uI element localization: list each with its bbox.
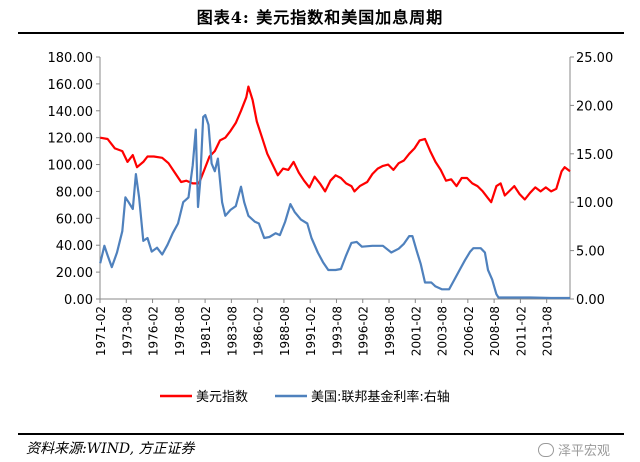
x-tick-label: 2001-02 (409, 306, 423, 356)
x-tick-label: 1978-08 (173, 306, 187, 356)
x-tick-label: 1983-08 (225, 306, 239, 356)
x-tick-label: 2006-02 (462, 306, 476, 356)
right-tick-label: 10.00 (576, 196, 613, 211)
right-tick-label: 25.00 (576, 51, 613, 66)
x-tick-label: 1973-08 (120, 306, 134, 356)
left-tick-label: 160.00 (48, 78, 94, 93)
watermark: 泽平宏观 (538, 440, 610, 459)
x-tick-label: 2011-02 (514, 306, 528, 356)
left-tick-label: 120.00 (48, 132, 94, 147)
left-tick-label: 100.00 (48, 159, 94, 174)
x-tick-label: 1976-02 (147, 306, 161, 356)
x-tick-label: 1981-02 (199, 306, 213, 356)
watermark-text: 泽平宏观 (558, 444, 611, 459)
left-tick-label: 20.00 (56, 266, 93, 281)
series-line-fed-funds-rate (99, 114, 570, 300)
top-rule (18, 32, 624, 34)
x-tick-label: 2013-08 (541, 306, 555, 356)
bottom-rule (18, 433, 624, 435)
left-tick-label: 140.00 (48, 105, 94, 120)
left-tick-label: 60.00 (56, 212, 93, 227)
chart-title: 图表4: 美元指数和美国加息周期 (196, 8, 444, 27)
x-tick-label: 1991-02 (304, 306, 318, 356)
x-tick-label: 1998-08 (383, 306, 397, 356)
right-tick-label: 0.00 (576, 293, 605, 308)
x-tick-label: 2003-08 (436, 306, 450, 356)
x-tick-label: 1986-02 (252, 306, 266, 356)
x-tick-label: 1988-08 (278, 306, 292, 356)
right-tick-label: 20.00 (576, 99, 613, 114)
left-tick-label: 80.00 (56, 185, 93, 200)
series-line-dollar-index (100, 85, 571, 204)
x-tick-label: 1996-02 (357, 306, 371, 356)
right-tick-label: 5.00 (576, 245, 605, 260)
legend-label: 美元指数 (196, 390, 248, 405)
legend-label: 美国:联邦基金利率:右轴 (311, 389, 450, 405)
x-tick-label: 2008-08 (488, 306, 502, 356)
left-tick-label: 0.00 (64, 293, 93, 308)
x-tick-label: 1993-08 (330, 306, 344, 356)
wechat-icon (538, 442, 554, 457)
right-tick-label: 15.00 (576, 148, 613, 163)
x-tick-label: 1971-02 (94, 306, 108, 356)
left-tick-label: 40.00 (56, 239, 93, 254)
left-tick-label: 180.00 (48, 51, 94, 66)
source-note: 资料来源:WIND, 方正证券 (26, 441, 195, 457)
